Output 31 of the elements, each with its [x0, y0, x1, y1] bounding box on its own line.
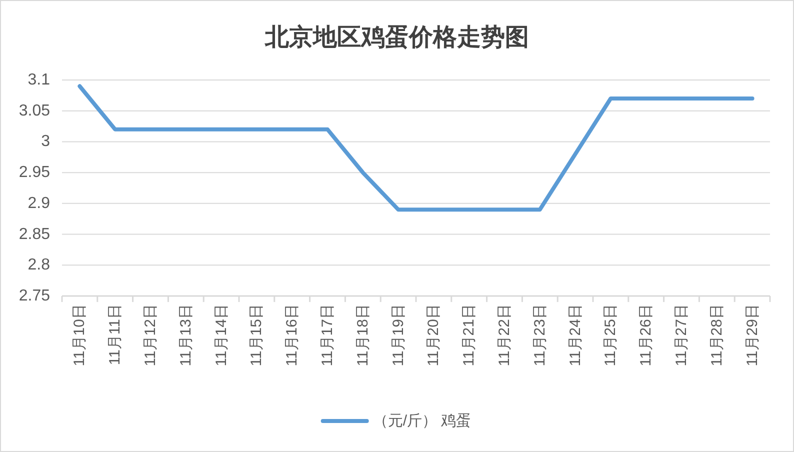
x-tick-label: 11月28日 — [708, 304, 726, 366]
x-tick-label: 11月19日 — [390, 304, 407, 366]
x-tick-label: 11月23日 — [531, 304, 548, 366]
x-tick-label: 11月21日 — [460, 304, 478, 366]
y-tick-label: 2.95 — [18, 164, 50, 182]
x-tick-label: 11月20日 — [425, 304, 442, 366]
x-tick-label: 11月10日 — [71, 304, 88, 366]
x-tick-label: 11月16日 — [284, 304, 301, 366]
x-tick-label: 11月24日 — [566, 304, 584, 366]
x-tick-label: 11月17日 — [319, 304, 336, 366]
x-tick-label: 11月27日 — [673, 304, 690, 366]
legend-label: （元/斤） 鸡蛋 — [372, 412, 472, 430]
chart-title: 北京地区鸡蛋价格走势图 — [264, 24, 529, 51]
x-tick-label: 11月26日 — [638, 304, 655, 366]
x-tick-label: 11月12日 — [142, 304, 159, 366]
line-series — [78, 84, 754, 212]
x-tick-label: 11月22日 — [496, 304, 513, 366]
y-tick-label: 3.05 — [18, 102, 50, 120]
y-tick-label: 2.75 — [18, 288, 50, 304]
y-tick-label: 2.85 — [18, 226, 50, 243]
y-tick-label: 2.9 — [28, 194, 50, 212]
y-tick-label: 3.1 — [28, 72, 50, 88]
x-tick-label: 11月18日 — [354, 304, 372, 366]
x-tick-label: 11月11日 — [106, 304, 124, 366]
x-tick-label: 11月13日 — [177, 304, 194, 366]
x-tick-label: 11月29日 — [744, 304, 761, 366]
x-tick-label: 11月15日 — [248, 304, 266, 366]
x-tick-label: 11月25日 — [602, 304, 620, 366]
x-tick-label: 11月14日 — [212, 304, 230, 366]
y-tick-label: 2.8 — [28, 256, 50, 274]
y-tick-label: 3 — [41, 133, 50, 150]
